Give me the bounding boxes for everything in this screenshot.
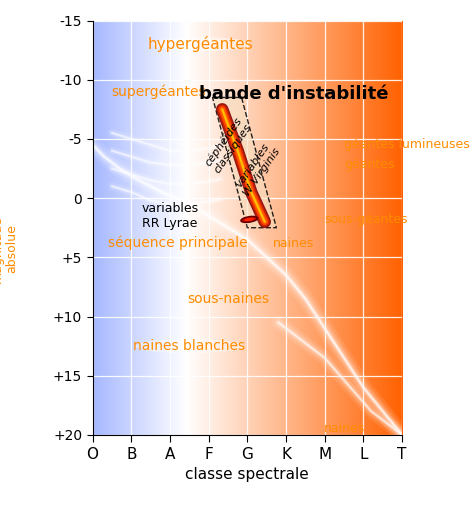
Text: naines: naines	[273, 237, 314, 250]
Ellipse shape	[135, 339, 244, 353]
X-axis label: classe spectrale: classe spectrale	[185, 467, 309, 482]
Text: variables
RR Lyrae: variables RR Lyrae	[141, 202, 199, 230]
Text: naines: naines	[323, 423, 365, 436]
Text: supergéantes: supergéantes	[111, 84, 206, 99]
Text: naines blanches: naines blanches	[133, 339, 246, 353]
Text: géantes lumineuses: géantes lumineuses	[344, 138, 470, 151]
Ellipse shape	[153, 37, 249, 51]
Text: céphéides
classiques: céphéides classiques	[202, 115, 254, 175]
Text: séquence principale: séquence principale	[108, 236, 247, 250]
Ellipse shape	[241, 217, 257, 222]
Text: variables
W Virginis: variables W Virginis	[232, 139, 282, 198]
Text: sous-géantes: sous-géantes	[325, 213, 408, 226]
Text: sous-naines: sous-naines	[187, 292, 269, 306]
Text: hypergéantes: hypergéantes	[148, 36, 254, 52]
Ellipse shape	[244, 218, 254, 221]
Text: magnitude
absolue: magnitude absolue	[0, 215, 19, 282]
Polygon shape	[212, 97, 276, 228]
Text: bande d'instabilité: bande d'instabilité	[199, 85, 389, 103]
Text: géantes: géantes	[344, 159, 394, 171]
